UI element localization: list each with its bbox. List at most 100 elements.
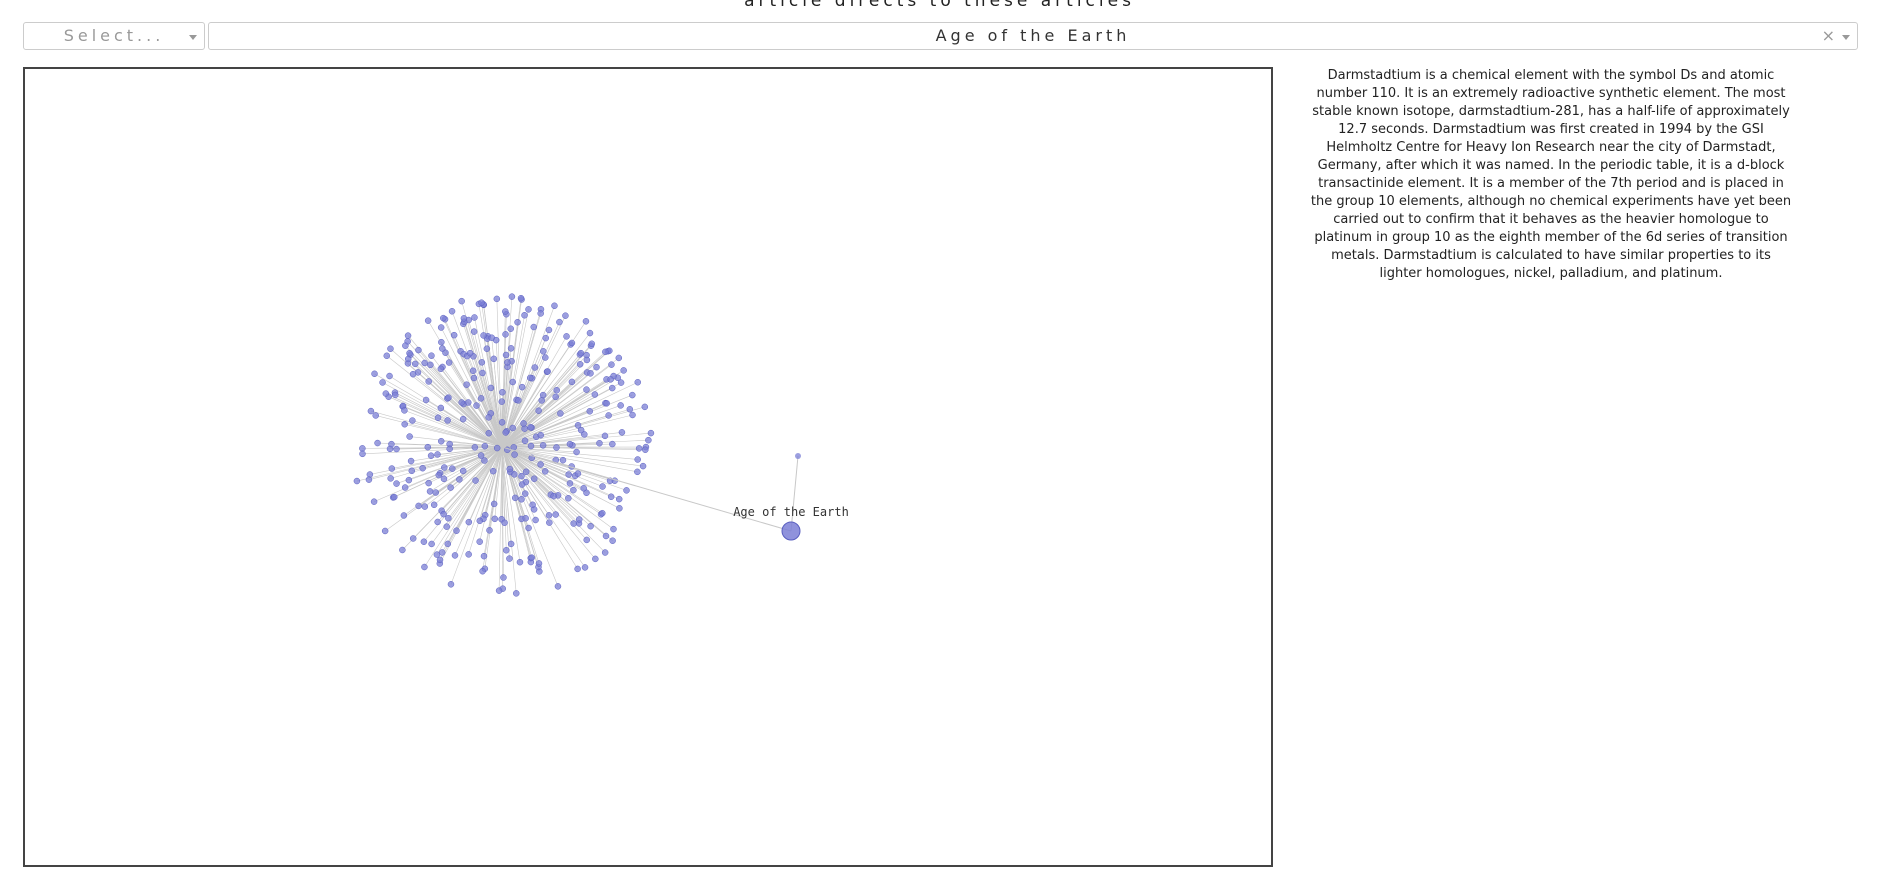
graph-node[interactable] <box>427 452 435 459</box>
graph-node[interactable] <box>421 563 428 571</box>
graph-node[interactable] <box>599 509 606 517</box>
graph-node[interactable] <box>422 396 430 404</box>
graph-node[interactable] <box>405 476 413 484</box>
graph-node[interactable] <box>586 329 594 337</box>
graph-node[interactable] <box>504 359 511 366</box>
graph-node[interactable] <box>438 338 445 346</box>
graph-node[interactable] <box>501 519 508 527</box>
graph-node[interactable] <box>401 407 408 414</box>
graph-node[interactable] <box>568 378 576 386</box>
graph-node[interactable] <box>437 404 445 412</box>
graph-node[interactable] <box>458 399 465 406</box>
graph-node[interactable] <box>596 439 603 447</box>
graph-node[interactable] <box>577 349 585 357</box>
chevron-down-icon[interactable] <box>1842 35 1850 40</box>
graph-node[interactable] <box>553 387 560 394</box>
graph-node[interactable] <box>491 515 499 523</box>
graph-node[interactable] <box>552 511 559 518</box>
graph-node[interactable] <box>435 471 443 479</box>
graph-node[interactable] <box>440 314 447 322</box>
graph-node[interactable] <box>391 493 398 501</box>
graph-node[interactable] <box>391 391 399 399</box>
graph-node[interactable] <box>477 452 485 459</box>
graph-node[interactable] <box>605 412 612 419</box>
graph-node[interactable] <box>465 518 473 526</box>
graph-node[interactable] <box>458 297 465 305</box>
graph-node[interactable] <box>574 565 581 573</box>
graph-node[interactable] <box>537 461 544 468</box>
graph-node[interactable] <box>521 437 529 445</box>
graph-node[interactable] <box>401 420 408 428</box>
graph-node[interactable] <box>513 590 520 597</box>
graph-node[interactable] <box>415 502 422 510</box>
graph-node[interactable] <box>795 453 801 459</box>
graph-node[interactable] <box>479 567 486 575</box>
graph-node[interactable] <box>583 386 590 393</box>
graph-node[interactable] <box>406 433 413 440</box>
graph-node[interactable] <box>634 379 642 386</box>
graph-node[interactable] <box>647 429 655 437</box>
graph-node[interactable] <box>466 349 474 357</box>
graph-node[interactable] <box>409 535 417 542</box>
graph-node[interactable] <box>587 370 594 377</box>
graph-node[interactable] <box>603 400 610 407</box>
graph-node[interactable] <box>365 476 373 483</box>
graph-node[interactable] <box>503 547 510 554</box>
graph-node[interactable] <box>502 331 509 338</box>
graph-node[interactable] <box>445 394 452 401</box>
graph-node[interactable] <box>616 505 623 512</box>
graph-node[interactable] <box>495 587 503 594</box>
graph-node[interactable] <box>439 345 446 352</box>
graph-node[interactable] <box>424 317 432 324</box>
graph-node[interactable] <box>438 549 446 556</box>
graph-node[interactable] <box>615 354 623 362</box>
graph-node[interactable] <box>509 378 516 386</box>
graph-node[interactable] <box>518 383 526 391</box>
graph-node[interactable] <box>393 445 400 453</box>
graph-node[interactable] <box>401 484 409 491</box>
graph-node[interactable] <box>570 520 577 527</box>
graph-node[interactable] <box>581 431 588 438</box>
graph-node[interactable] <box>383 352 391 360</box>
graph-node[interactable] <box>645 436 652 444</box>
graph-node[interactable] <box>444 540 452 548</box>
article-select-dropdown[interactable]: Select... <box>23 22 205 50</box>
graph-node[interactable] <box>522 468 530 476</box>
graph-node[interactable] <box>480 332 487 339</box>
graph-node[interactable] <box>476 538 483 545</box>
graph-node[interactable] <box>436 556 444 564</box>
graph-node[interactable] <box>388 440 395 448</box>
graph-node[interactable] <box>588 340 596 348</box>
graph-node[interactable] <box>607 493 615 500</box>
graph-node[interactable] <box>465 551 472 558</box>
graph-node[interactable] <box>440 475 448 483</box>
graph-node[interactable] <box>608 361 615 368</box>
graph-node[interactable] <box>559 456 567 464</box>
graph-node[interactable] <box>388 465 396 472</box>
graph-node[interactable] <box>583 356 591 364</box>
graph-node[interactable] <box>570 486 577 494</box>
graph-node[interactable] <box>526 374 534 382</box>
graph-node[interactable] <box>544 368 551 375</box>
graph-node[interactable] <box>448 308 456 315</box>
graph-node[interactable] <box>425 378 432 385</box>
graph-node[interactable] <box>626 406 634 413</box>
graph-node[interactable] <box>493 295 501 303</box>
graph-node[interactable] <box>518 496 525 503</box>
graph-node[interactable] <box>478 299 485 306</box>
graph-node[interactable] <box>502 351 510 359</box>
graph-node[interactable] <box>480 552 488 560</box>
graph-node[interactable] <box>553 444 560 451</box>
graph-node[interactable] <box>470 328 478 335</box>
graph-node[interactable] <box>521 490 529 497</box>
graph-node[interactable] <box>545 512 553 519</box>
graph-node[interactable] <box>516 558 524 566</box>
graph-node[interactable] <box>639 462 647 470</box>
graph-node[interactable] <box>499 388 506 396</box>
graph-node[interactable] <box>399 546 406 554</box>
graph-node[interactable] <box>500 574 507 581</box>
graph-node[interactable] <box>406 349 413 357</box>
graph-node[interactable] <box>498 419 506 426</box>
graph-node[interactable] <box>493 444 501 452</box>
graph-node[interactable] <box>381 527 389 535</box>
